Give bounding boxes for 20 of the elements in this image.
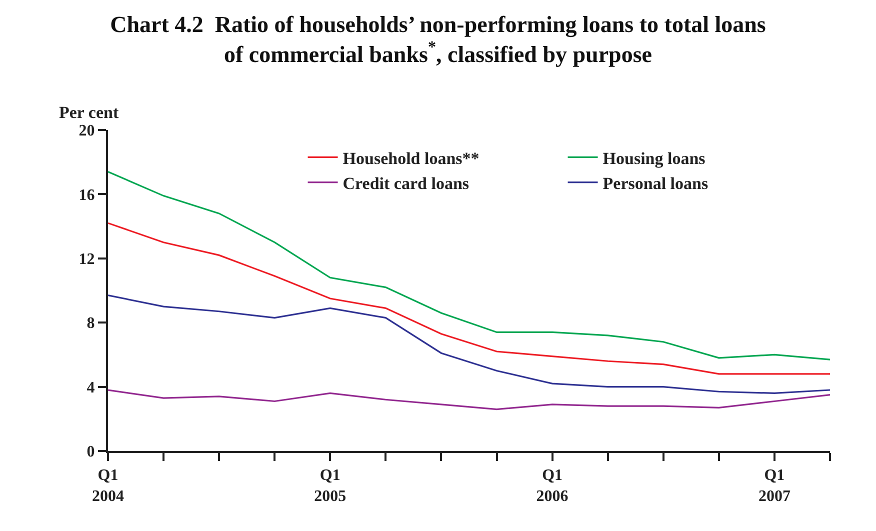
chart-title: Chart 4.2 Ratio of households’ non-performing loans to total loans of commercial banks$^{*}$, classified by purpose bbox=[110, 12, 766, 67]
legend-label: Housing loans bbox=[602, 148, 706, 168]
x-tick-label: Q1 2007 bbox=[758, 467, 790, 505]
y-tick-label: 4 bbox=[86, 379, 95, 396]
line-series bbox=[108, 170, 830, 360]
y-tick-label: 20 bbox=[78, 122, 95, 140]
legend-label: Personal loans bbox=[602, 174, 708, 193]
line-series bbox=[108, 222, 830, 375]
y-tick-label: 16 bbox=[78, 186, 95, 204]
line-series bbox=[108, 294, 830, 394]
y-axis-title: Per cent bbox=[59, 103, 119, 122]
x-tick-label: Q1 2006 bbox=[536, 467, 568, 505]
y-tick-label: 12 bbox=[78, 251, 95, 268]
legend-label: Credit card loans bbox=[342, 174, 470, 193]
y-tick-label: 8 bbox=[86, 315, 95, 332]
line-series bbox=[108, 389, 830, 410]
y-tick-label: 0 bbox=[86, 444, 95, 461]
legend-label: Household loans** bbox=[342, 148, 480, 168]
x-tick-label: Q1 2005 bbox=[314, 467, 346, 505]
x-tick-label: Q1 2004 bbox=[92, 467, 124, 505]
